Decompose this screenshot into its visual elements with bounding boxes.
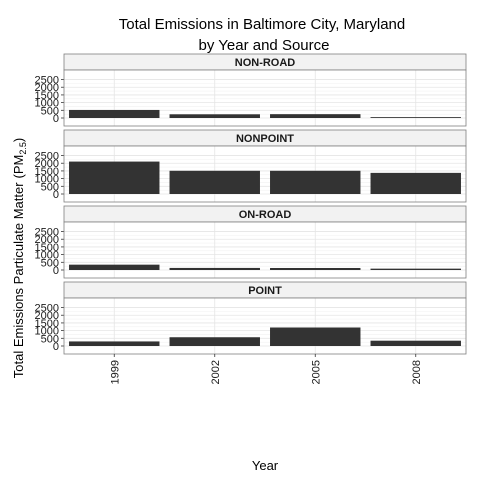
- bar-on-road-2005: [270, 267, 361, 270]
- y-tick-label: 2000: [35, 158, 59, 170]
- y-axis-label: Total Emissions Particulate Matter (PM2.5…: [11, 138, 28, 379]
- bar-nonpoint-1999: [69, 161, 160, 194]
- bar-non-road-2005: [270, 114, 361, 118]
- bar-nonpoint-2002: [169, 170, 260, 194]
- y-tick-label: 1500: [35, 242, 59, 254]
- y-tick-label: 2000: [35, 234, 59, 246]
- y-tick-label: 1000: [35, 250, 59, 262]
- x-tick-label-1999: 1999: [109, 360, 121, 384]
- y-tick-label: 1000: [35, 98, 59, 110]
- y-axis-label-unit: (PM: [11, 155, 26, 179]
- y-tick-label: 0: [53, 265, 59, 277]
- bar-non-road-2008: [370, 117, 461, 118]
- panel-border: [63, 69, 467, 127]
- y-axis-label-main: Total Emissions Particulate Matter: [11, 182, 26, 378]
- strip-label-nonpoint: NONPOINT: [236, 133, 294, 145]
- x-tick-label-2008: 2008: [411, 360, 423, 384]
- y-tick-label: 0: [53, 341, 59, 353]
- x-tick-label-2002: 2002: [210, 360, 222, 384]
- x-axis-label: Year: [252, 458, 279, 473]
- y-axis-label-unit-close: ): [11, 138, 26, 142]
- y-tick-label: 2000: [35, 82, 59, 94]
- bar-nonpoint-2005: [270, 170, 361, 194]
- panel-border: [63, 221, 467, 279]
- x-axis-ticks: 1999 2002 2005 2008: [109, 354, 423, 384]
- bar-point-1999: [69, 341, 160, 346]
- y-axis-label-unit-subscript: 2.5: [18, 142, 28, 155]
- y-tick-label: 1000: [35, 326, 59, 338]
- chart-title-line-2: by Year and Source: [199, 37, 330, 54]
- y-tick-label: 2500: [35, 227, 59, 239]
- bar-non-road-2002: [169, 114, 260, 118]
- y-tick-label: 2000: [35, 310, 59, 322]
- y-tick-label: 2500: [35, 75, 59, 87]
- bar-non-road-1999: [69, 109, 160, 118]
- panel-border: [63, 297, 467, 355]
- y-tick-label: 2500: [35, 303, 59, 315]
- x-tick-label-2005: 2005: [310, 360, 322, 384]
- bar-on-road-2008: [370, 268, 461, 270]
- y-tick-label: 1500: [35, 318, 59, 330]
- y-tick-label: 0: [53, 189, 59, 201]
- y-tick-label: 500: [41, 257, 59, 269]
- strip-label-non-road: NON-ROAD: [235, 57, 296, 69]
- y-tick-label: 0: [53, 113, 59, 125]
- bar-point-2005: [270, 327, 361, 346]
- y-tick-label: 1000: [35, 174, 59, 186]
- chart-title-line-1: Total Emissions in Baltimore City, Maryl…: [119, 16, 405, 33]
- y-tick-label: 500: [41, 333, 59, 345]
- facet-panels: NON-ROAD05001000150020002500NONPOINT0500…: [35, 53, 467, 355]
- bar-on-road-2002: [169, 267, 260, 270]
- y-tick-label: 2500: [35, 151, 59, 163]
- bar-on-road-1999: [69, 264, 160, 270]
- strip-label-point: POINT: [248, 285, 282, 297]
- panel-border: [63, 145, 467, 203]
- y-tick-label: 1500: [35, 90, 59, 102]
- y-tick-label: 1500: [35, 166, 59, 178]
- bar-point-2008: [370, 340, 461, 346]
- y-tick-label: 500: [41, 181, 59, 193]
- bar-point-2002: [169, 337, 260, 346]
- y-tick-label: 500: [41, 105, 59, 117]
- bar-nonpoint-2008: [370, 172, 461, 194]
- strip-label-on-road: ON-ROAD: [239, 209, 292, 221]
